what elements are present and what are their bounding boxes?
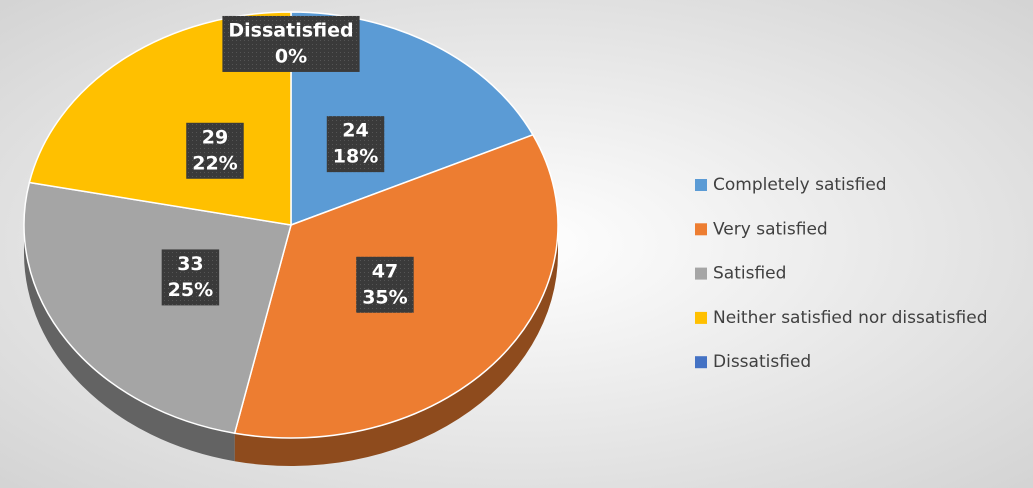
data-label: Dissatisfied 0% — [222, 15, 360, 72]
pie-side — [24, 225, 235, 462]
data-label-percent: 25% — [168, 279, 213, 301]
data-label-box — [222, 15, 360, 72]
pie-slice — [23, 181, 292, 435]
legend-label: Dissatisfied — [713, 352, 811, 372]
data-label-box — [186, 122, 244, 179]
pie-side — [234, 225, 558, 467]
data-label-percent: 18% — [333, 146, 378, 168]
legend-label: Neither satisfied nor dissatisfied — [713, 308, 988, 328]
data-label-value: 47 — [372, 260, 398, 282]
data-label-box — [356, 256, 414, 313]
data-label-percent: 22% — [192, 152, 237, 174]
legend-label: Satisfied — [713, 264, 786, 284]
data-label-percent: 0% — [275, 45, 307, 67]
legend-label: Completely satisfied — [713, 175, 887, 195]
legend-swatch — [695, 267, 707, 280]
data-label-percent: 35% — [362, 286, 407, 308]
legend-swatch — [695, 311, 707, 324]
data-label-value: 29 — [202, 126, 228, 148]
data-label-value: Dissatisfied — [228, 19, 353, 41]
legend-swatch — [695, 356, 707, 369]
data-label-value: 24 — [342, 120, 368, 142]
data-label-box — [161, 249, 220, 306]
legend-label: Very satisfied — [713, 219, 828, 239]
legend-swatch — [695, 223, 707, 236]
data-label-box — [326, 116, 385, 173]
data-label-value: 33 — [177, 253, 203, 275]
legend-swatch — [695, 179, 707, 191]
